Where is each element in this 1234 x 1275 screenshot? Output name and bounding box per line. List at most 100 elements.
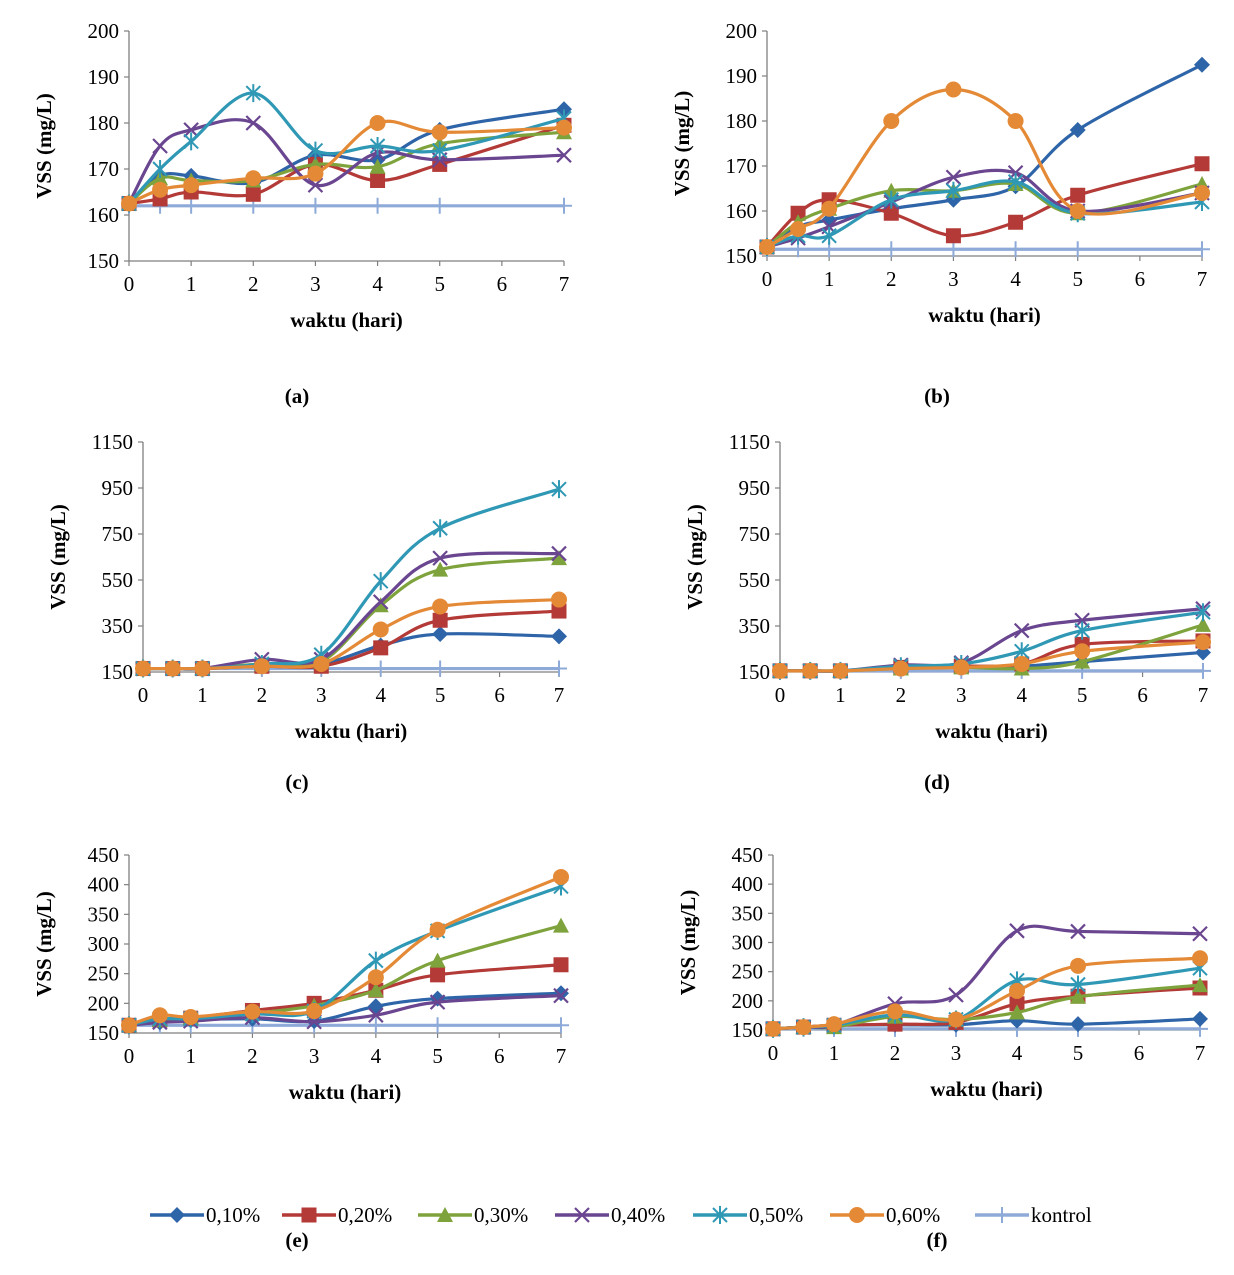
x-tick-label: 1 xyxy=(835,683,846,707)
legend-label: kontrol xyxy=(1031,1203,1092,1227)
data-point xyxy=(1070,1016,1086,1033)
data-point xyxy=(1195,662,1211,679)
y-tick-label: 200 xyxy=(726,19,758,43)
data-point xyxy=(370,173,386,188)
data-point xyxy=(1013,622,1030,639)
data-point xyxy=(432,612,448,628)
data-point xyxy=(245,84,261,103)
x-axis-label: waktu (hari) xyxy=(289,1080,402,1104)
data-point xyxy=(1070,957,1086,974)
x-tick-label: 1 xyxy=(186,272,197,296)
data-point xyxy=(802,662,819,679)
x-tick-label: 5 xyxy=(435,683,446,707)
data-point xyxy=(183,132,199,151)
legend-item: 0,10% xyxy=(150,1203,260,1227)
data-point xyxy=(1194,56,1210,73)
panel-label-e: (e) xyxy=(285,1228,308,1252)
data-point xyxy=(795,1019,812,1036)
data-point xyxy=(121,1017,137,1034)
x-tick-label: 1 xyxy=(824,267,835,291)
data-point xyxy=(553,868,569,885)
data-point xyxy=(821,200,838,217)
x-axis-label: waktu (hari) xyxy=(928,303,1041,327)
x-axis-label: waktu (hari) xyxy=(290,308,403,332)
data-point xyxy=(244,1003,261,1020)
data-point xyxy=(1013,655,1030,672)
data-point xyxy=(432,519,448,538)
y-axis-label: VSS (mg/L) xyxy=(670,91,694,197)
data-point xyxy=(1192,1010,1208,1027)
data-point xyxy=(1008,214,1024,230)
y-tick-label: 450 xyxy=(732,843,764,867)
y-tick-label: 150 xyxy=(88,1021,120,1045)
data-point xyxy=(551,550,567,566)
x-tick-label: 6 xyxy=(1137,683,1148,707)
y-tick-label: 1150 xyxy=(92,430,133,454)
data-point xyxy=(367,982,384,998)
y-tick-label: 300 xyxy=(732,931,764,955)
data-point xyxy=(369,137,386,155)
y-tick-label: 350 xyxy=(88,902,120,926)
data-point xyxy=(1192,977,1208,993)
series-line-0-50 xyxy=(128,884,562,1027)
chart-panel-e: 150 200 250 300 350 400 450 0 1 2 3 4 5 6 7 waktu (hari… xyxy=(32,843,569,1252)
legend-item: 0,20% xyxy=(282,1203,392,1227)
x-tick-label: 5 xyxy=(1073,1041,1084,1065)
data-point xyxy=(194,660,211,677)
data-point xyxy=(369,197,386,214)
x-tick-label: 4 xyxy=(372,272,383,296)
data-point xyxy=(883,182,900,198)
data-point xyxy=(429,952,446,968)
legend-marker xyxy=(301,1207,317,1223)
y-tick-label: 150 xyxy=(732,1018,764,1042)
data-point xyxy=(1070,975,1086,994)
x-tick-label: 5 xyxy=(434,272,445,296)
data-point xyxy=(372,660,389,677)
data-point xyxy=(790,221,807,237)
data-point xyxy=(551,545,567,562)
data-point xyxy=(765,1020,781,1037)
legend-label: 0,60% xyxy=(886,1203,940,1227)
data-point xyxy=(948,1011,964,1028)
x-tick-label: 0 xyxy=(124,1044,135,1068)
x-tick-label: 6 xyxy=(497,272,508,296)
y-tick-label: 350 xyxy=(739,614,771,638)
x-tick-label: 3 xyxy=(951,1041,962,1065)
data-point xyxy=(367,1017,384,1034)
y-axis-label: VSS (mg/L) xyxy=(676,890,700,996)
data-point xyxy=(821,226,837,245)
legend-label: 0,10% xyxy=(206,1203,260,1227)
data-point xyxy=(372,594,389,610)
series-line-0-40 xyxy=(128,994,562,1027)
legend-marker xyxy=(994,1207,1010,1223)
x-tick-label: 2 xyxy=(890,1041,901,1065)
data-point xyxy=(883,113,900,129)
data-point xyxy=(372,597,389,613)
x-tick-label: 0 xyxy=(768,1041,779,1065)
y-tick-label: 550 xyxy=(739,568,771,592)
data-point xyxy=(431,124,448,141)
y-tick-label: 180 xyxy=(726,109,758,133)
series-line-0-40 xyxy=(780,607,1204,673)
data-point xyxy=(1194,156,1210,172)
data-point xyxy=(151,1007,168,1024)
data-point xyxy=(432,550,448,566)
chart-panel-a: 150 160 170 180 190 200 0 1 2 3 4 5 6 7 waktu (hari) VS… xyxy=(32,19,572,408)
x-tick-label: 5 xyxy=(432,1044,443,1068)
x-tick-label: 6 xyxy=(494,683,505,707)
data-point xyxy=(553,917,569,933)
legend-marker xyxy=(169,1207,185,1223)
x-tick-label: 7 xyxy=(556,1044,567,1068)
x-tick-label: 6 xyxy=(1135,267,1146,291)
x-tick-label: 7 xyxy=(559,272,570,296)
legend-marker xyxy=(437,1207,453,1222)
x-axis-label: waktu (hari) xyxy=(935,719,1048,743)
x-axis-label: waktu (hari) xyxy=(930,1077,1043,1101)
data-point xyxy=(432,598,449,615)
data-point xyxy=(1192,950,1208,967)
data-point xyxy=(1195,616,1211,632)
y-tick-label: 160 xyxy=(88,203,120,227)
y-axis-label: VSS (mg/L) xyxy=(32,93,56,199)
data-point xyxy=(945,181,962,200)
data-point xyxy=(948,987,964,1003)
